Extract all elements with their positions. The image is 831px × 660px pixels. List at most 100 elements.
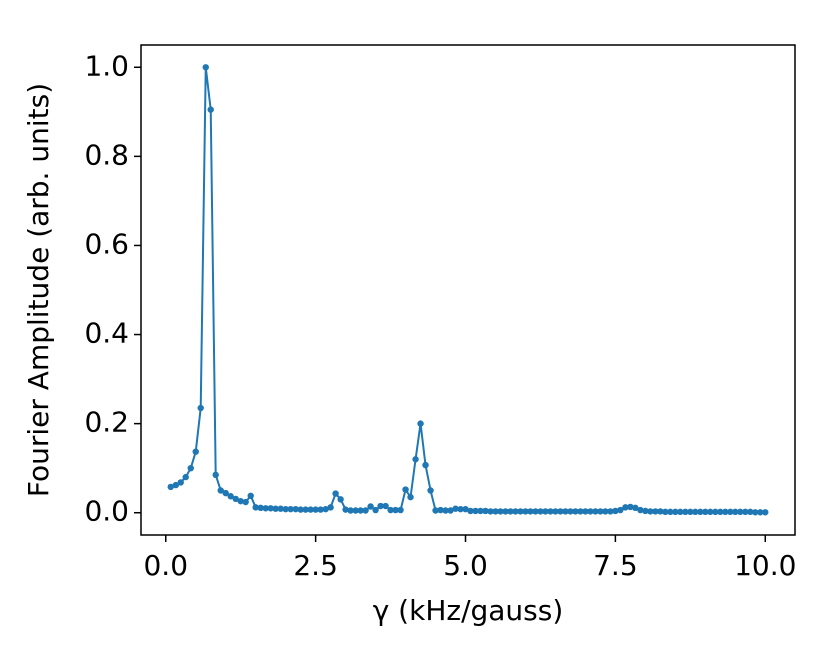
data-point bbox=[352, 507, 359, 514]
data-point bbox=[287, 505, 294, 513]
data-point bbox=[742, 508, 749, 516]
data-point bbox=[637, 506, 644, 514]
data-point bbox=[477, 507, 484, 515]
data-point bbox=[557, 508, 564, 515]
data-point bbox=[737, 508, 744, 516]
data-point bbox=[242, 498, 249, 506]
data-point bbox=[357, 507, 364, 514]
data-point bbox=[647, 508, 654, 515]
data-point bbox=[447, 507, 454, 514]
data-point bbox=[392, 506, 399, 514]
data-point bbox=[382, 502, 389, 510]
data-point bbox=[262, 505, 269, 512]
data-point bbox=[562, 508, 569, 515]
data-point bbox=[197, 404, 204, 412]
data-point bbox=[617, 506, 624, 514]
data-point bbox=[757, 509, 764, 516]
data-point bbox=[302, 506, 309, 513]
data-point bbox=[732, 508, 739, 516]
data-point bbox=[612, 507, 619, 515]
data-point bbox=[542, 508, 549, 515]
data-point bbox=[327, 504, 334, 511]
y-tick-label: 0.8 bbox=[84, 138, 129, 171]
data-line bbox=[170, 67, 766, 514]
data-point bbox=[622, 504, 629, 511]
data-point bbox=[237, 497, 244, 505]
data-point bbox=[177, 479, 184, 486]
data-point bbox=[592, 508, 599, 515]
data-point bbox=[652, 508, 659, 515]
data-point bbox=[572, 508, 579, 515]
data-point bbox=[692, 508, 699, 516]
data-point bbox=[457, 505, 464, 513]
data-point bbox=[487, 508, 494, 515]
data-point bbox=[597, 508, 604, 515]
data-point bbox=[437, 506, 444, 514]
data-point bbox=[372, 506, 379, 514]
data-point bbox=[217, 487, 224, 494]
data-point bbox=[362, 507, 369, 514]
data-point bbox=[202, 64, 209, 71]
data-point bbox=[587, 508, 594, 515]
data-point bbox=[707, 508, 714, 516]
data-point bbox=[552, 508, 559, 515]
y-tick-label: 0.0 bbox=[84, 495, 129, 528]
data-point bbox=[267, 505, 274, 512]
x-tick-label: 0.0 bbox=[143, 549, 188, 582]
data-point bbox=[527, 508, 534, 515]
y-tick-label: 0.4 bbox=[84, 317, 129, 350]
data-point bbox=[607, 508, 614, 515]
data-point bbox=[582, 508, 589, 515]
data-point bbox=[752, 509, 759, 516]
data-point bbox=[502, 508, 509, 515]
data-point bbox=[712, 508, 719, 516]
y-tick-label: 0.6 bbox=[84, 227, 129, 260]
data-point bbox=[337, 496, 344, 503]
data-point bbox=[532, 508, 539, 515]
data-point bbox=[667, 508, 674, 516]
data-point bbox=[432, 507, 439, 514]
data-point bbox=[682, 508, 689, 516]
data-point bbox=[207, 106, 214, 113]
x-tick-label: 7.5 bbox=[593, 549, 638, 582]
data-point bbox=[717, 508, 724, 516]
data-point bbox=[422, 461, 429, 469]
data-point bbox=[272, 505, 279, 512]
data-point bbox=[687, 508, 694, 516]
data-point bbox=[427, 487, 434, 494]
data-point bbox=[307, 506, 314, 513]
x-axis-label: γ (kHz/gauss) bbox=[373, 594, 564, 627]
data-point bbox=[472, 507, 479, 515]
x-tick-label: 2.5 bbox=[293, 549, 338, 582]
data-point bbox=[462, 505, 469, 513]
y-tick-label: 1.0 bbox=[84, 49, 129, 82]
data-point bbox=[247, 492, 254, 499]
data-point bbox=[522, 508, 529, 515]
data-point bbox=[192, 448, 199, 455]
data-point bbox=[347, 507, 354, 514]
data-point bbox=[452, 505, 459, 512]
data-point bbox=[632, 504, 639, 512]
data-point bbox=[277, 505, 284, 512]
data-point bbox=[722, 508, 729, 516]
data-point bbox=[442, 507, 449, 514]
data-point bbox=[227, 493, 234, 500]
data-point bbox=[212, 471, 219, 479]
data-point bbox=[482, 507, 489, 515]
data-point bbox=[257, 504, 264, 512]
data-point bbox=[412, 456, 419, 463]
data-point bbox=[377, 502, 384, 510]
data-point bbox=[507, 508, 514, 515]
data-point bbox=[762, 509, 769, 516]
data-point bbox=[697, 508, 704, 516]
data-point bbox=[397, 506, 404, 514]
y-tick-label: 0.2 bbox=[84, 406, 129, 439]
data-point bbox=[672, 508, 679, 516]
data-point bbox=[322, 505, 329, 513]
data-point bbox=[662, 508, 669, 516]
data-point bbox=[497, 508, 504, 515]
data-point bbox=[367, 503, 374, 510]
data-point bbox=[172, 481, 179, 489]
